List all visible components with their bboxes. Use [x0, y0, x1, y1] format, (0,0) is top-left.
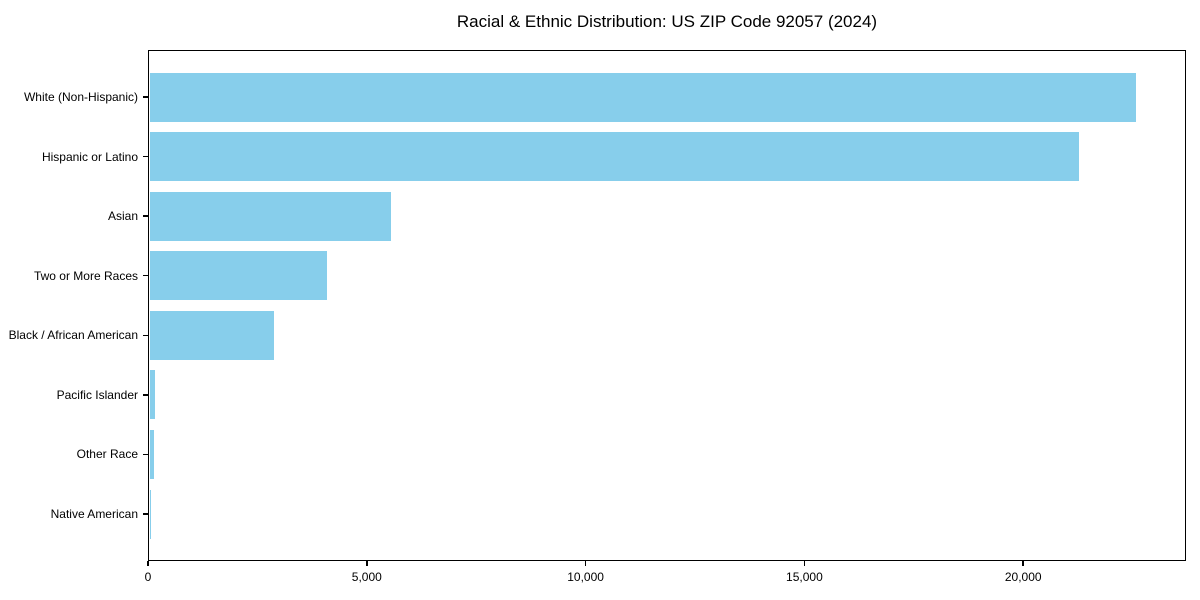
plot-area: [148, 50, 1186, 561]
y-tick-label: Native American: [50, 507, 138, 521]
bar-black-african-american: [149, 310, 275, 360]
bar-two-or-more-races: [149, 251, 328, 301]
bar-pacific-islander: [149, 370, 155, 420]
y-tick-label: White (Non-Hispanic): [23, 90, 138, 104]
y-tick-label: Hispanic or Latino: [41, 149, 138, 164]
y-tick-label: Asian: [107, 209, 138, 224]
y-tick-label: Two or More Races: [33, 268, 138, 283]
bar-white-non-hispanic: [149, 72, 1137, 122]
bar-other-race: [149, 429, 155, 479]
y-tick-mark: [143, 513, 148, 515]
y-tick-label: Black / African American: [8, 328, 138, 343]
x-tick-label: 20,000: [1004, 570, 1042, 584]
chart-title: Racial & Ethnic Distribution: US ZIP Cod…: [456, 12, 878, 31]
x-tick-mark: [803, 561, 806, 566]
x-tick-mark: [584, 561, 587, 566]
y-tick-mark: [143, 215, 148, 217]
x-tick-mark: [366, 561, 368, 566]
y-tick-label: Pacific Islander: [56, 387, 138, 402]
x-tick-label: 0: [144, 570, 152, 584]
y-tick-mark: [143, 155, 148, 158]
y-tick-label: Other Race: [76, 447, 138, 462]
x-tick-label: 5,000: [351, 570, 382, 584]
y-tick-mark: [143, 394, 148, 396]
y-tick-mark: [143, 96, 148, 98]
y-tick-mark: [143, 334, 148, 337]
bar-hispanic-or-latino: [149, 132, 1080, 182]
bar-native-american: [149, 489, 151, 539]
y-tick-mark: [143, 453, 148, 456]
y-tick-mark: [143, 274, 148, 277]
x-tick-mark: [1022, 561, 1024, 566]
x-tick-label: 15,000: [786, 570, 823, 584]
plot-frame: [148, 50, 1186, 561]
bar-asian: [149, 191, 391, 241]
x-tick-mark: [147, 561, 149, 566]
x-tick-label: 10,000: [567, 570, 604, 584]
